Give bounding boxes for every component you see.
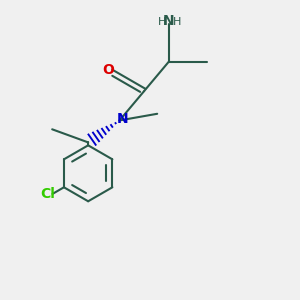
Text: N: N bbox=[117, 112, 129, 126]
Text: O: O bbox=[103, 64, 115, 77]
Text: H: H bbox=[158, 17, 166, 27]
Text: H: H bbox=[172, 17, 181, 27]
Text: Cl: Cl bbox=[40, 187, 56, 201]
Text: N: N bbox=[163, 14, 175, 28]
